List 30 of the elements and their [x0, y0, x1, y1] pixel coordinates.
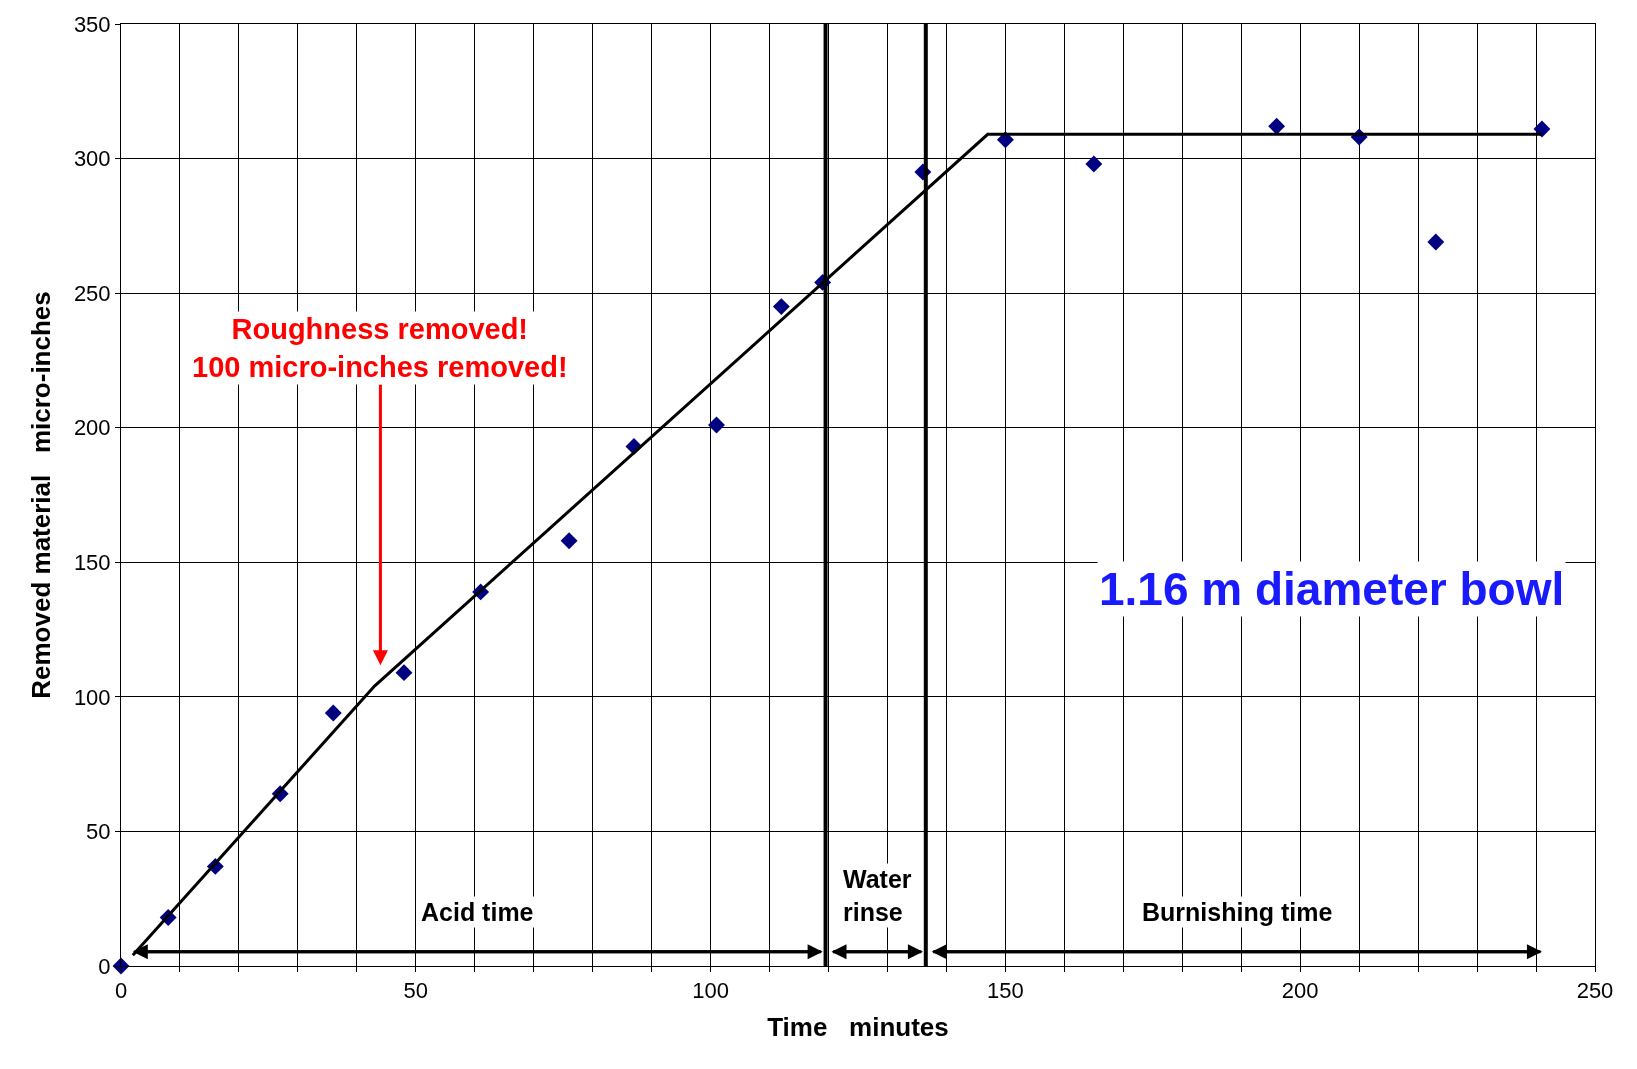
point: [1268, 117, 1286, 135]
y-tick-label: 250: [73, 280, 111, 306]
point: [560, 532, 578, 550]
point: [395, 664, 413, 682]
annotation: Water rinse: [843, 865, 912, 926]
y-axis-title: Removed material micro-inches: [26, 291, 57, 699]
y-tick-label: 150: [73, 549, 111, 575]
x-tick-label: 250: [1576, 978, 1614, 1004]
point: [324, 704, 342, 722]
x-tick-label: 200: [1281, 978, 1319, 1004]
point: [1427, 233, 1445, 251]
x-tick-label: 0: [114, 978, 128, 1004]
x-tick-label: 100: [692, 978, 729, 1004]
y-tick-label: 0: [98, 953, 111, 979]
annotation: Roughness removed! 100 micro-inches removed!: [192, 313, 568, 383]
point: [772, 298, 790, 316]
x-axis-title: Time minutes: [767, 1012, 949, 1043]
point: [1533, 120, 1551, 138]
annotation: Burnishing time: [1142, 898, 1333, 926]
y-tick-label: 100: [73, 684, 111, 710]
annotation: 1.16 m diameter bowl: [1099, 563, 1565, 615]
y-tick-label: 300: [73, 146, 111, 172]
x-tick-label: 50: [403, 978, 429, 1004]
y-tick-label: 350: [73, 11, 111, 37]
point: [708, 416, 725, 434]
y-tick-label: 200: [73, 415, 111, 441]
annotation: Acid time: [421, 898, 534, 926]
y-tick-label: 50: [86, 819, 111, 845]
x-tick-label: 150: [987, 978, 1024, 1004]
point: [1085, 155, 1103, 173]
